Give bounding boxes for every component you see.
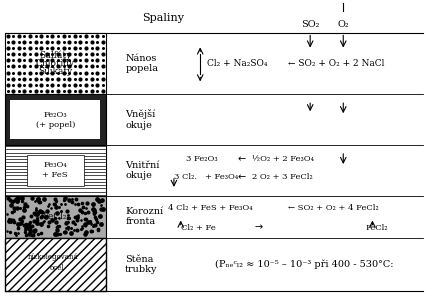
Bar <box>27 155 83 186</box>
Text: Stěna
trubky: Stěna trubky <box>125 255 158 274</box>
Text: Cl₂ + Fe: Cl₂ + Fe <box>181 224 215 232</box>
Text: Cl₂ + Na₂SO₄: Cl₂ + Na₂SO₄ <box>207 59 267 68</box>
Bar <box>10 100 100 139</box>
Text: ←: ← <box>238 154 246 164</box>
Text: Vnitřní
okuje: Vnitřní okuje <box>125 161 160 180</box>
Text: nízkolegovaná: nízkolegovaná <box>28 252 79 260</box>
Text: ocel: ocel <box>49 264 64 272</box>
Text: 3 Cl₂.: 3 Cl₂. <box>174 173 197 181</box>
Text: (+ popel): (+ popel) <box>35 120 75 129</box>
Text: Silikáty: Silikáty <box>38 67 72 76</box>
Text: + FeS: + FeS <box>42 171 68 179</box>
Text: + Fe₃O₄: + Fe₃O₄ <box>205 173 238 181</box>
Text: O₂: O₂ <box>337 19 349 29</box>
Text: Chloridy: Chloridy <box>36 59 75 68</box>
Bar <box>4 145 106 196</box>
Bar <box>4 33 106 94</box>
Text: ← SO₂ + O₂ + 4 FeCl₂: ← SO₂ + O₂ + 4 FeCl₂ <box>288 204 378 212</box>
Text: (Pₙₑᶜₗ₂ ≈ 10⁻⁵ – 10⁻³ při 400 - 530°C:: (Pₙₑᶜₗ₂ ≈ 10⁻⁵ – 10⁻³ při 400 - 530°C: <box>215 260 393 269</box>
Text: Korozní
fronta: Korozní fronta <box>125 207 163 226</box>
Bar <box>4 94 106 145</box>
Text: ←: ← <box>238 172 246 182</box>
Text: 2 O₂ + 3 FeCl₂: 2 O₂ + 3 FeCl₂ <box>252 173 312 181</box>
Text: Sulfáty: Sulfáty <box>39 51 71 60</box>
Text: Fe₂O₃: Fe₂O₃ <box>43 111 67 119</box>
Bar <box>4 196 106 238</box>
Text: 4 Cl₂ + FeS + Fe₃O₄: 4 Cl₂ + FeS + Fe₃O₄ <box>168 204 253 212</box>
Text: FeCl₂: FeCl₂ <box>43 212 67 221</box>
Text: FeCl₂: FeCl₂ <box>366 224 388 232</box>
Text: ← SO₂ + O₂ + 2 NaCl: ← SO₂ + O₂ + 2 NaCl <box>288 59 384 68</box>
Text: Nános
popela: Nános popela <box>125 54 158 73</box>
Text: →: → <box>254 223 263 233</box>
Text: 3 Fe₂O₃: 3 Fe₂O₃ <box>186 155 217 163</box>
Text: ½O₂ + 2 Fe₃O₄: ½O₂ + 2 Fe₃O₄ <box>252 155 314 163</box>
Text: Spaliny: Spaliny <box>142 13 184 23</box>
Bar <box>4 238 106 291</box>
Text: Vnější
okuje: Vnější okuje <box>125 109 156 130</box>
Text: Fe₃O₄: Fe₃O₄ <box>43 161 67 170</box>
Text: SO₂: SO₂ <box>301 19 319 29</box>
